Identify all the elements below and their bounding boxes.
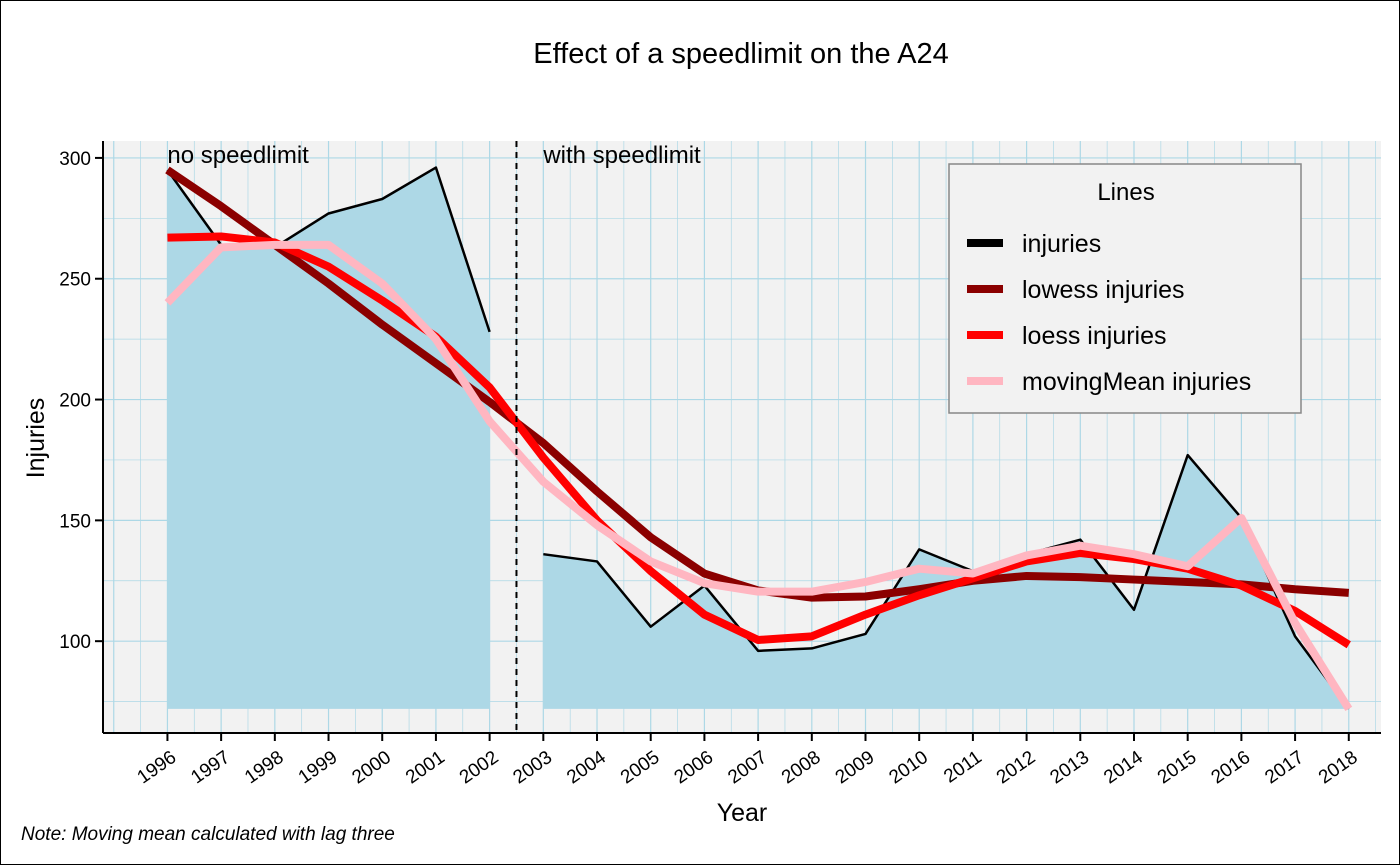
x-tick-label: 2006 <box>671 747 718 788</box>
legend-label: loess injuries <box>1022 322 1167 350</box>
x-tick-label: 2014 <box>1100 747 1147 789</box>
legend-label: injuries <box>1022 230 1101 258</box>
x-tick-label: 2016 <box>1208 747 1255 788</box>
x-axis-title: Year <box>717 799 768 827</box>
legend-items: injuries lowess injuries loess injuries mov… <box>967 230 1251 396</box>
series-movingmean-injuries <box>164 240 1353 711</box>
x-tick-label: 2001 <box>402 747 449 788</box>
axes <box>95 141 1381 741</box>
x-tick-labels: 1996 1997 1998 1999 2000 2001 2002 2003 2004 2005… <box>134 747 1362 789</box>
annotation-with-speedlimit: with speedlimit <box>542 142 701 169</box>
y-tick-label: 150 <box>59 511 91 532</box>
x-tick-label: 1998 <box>241 747 288 788</box>
y-tick-labels: 100 150 200 250 300 <box>59 149 91 653</box>
x-tick-label: 2013 <box>1046 747 1093 788</box>
annotation-no-speedlimit: no speedlimit <box>167 142 309 169</box>
x-tick-label: 2000 <box>348 747 395 788</box>
x-tick-label: 1997 <box>187 747 234 788</box>
x-tick-label: 2018 <box>1315 747 1362 788</box>
y-tick-label: 100 <box>59 632 91 653</box>
y-tick-label: 200 <box>59 391 91 412</box>
series-lines <box>164 166 1353 711</box>
legend: Lines injuries lowess injuries loess injur… <box>948 163 1302 414</box>
x-tick-label: 2007 <box>724 747 771 788</box>
caption-note: Note: Moving mean calculated with lag th… <box>21 824 395 845</box>
legend-label: lowess injuries <box>1022 276 1185 304</box>
x-tick-label: 2017 <box>1261 747 1308 788</box>
chart-title: Effect of a speedlimit on the A24 <box>533 38 948 70</box>
x-tick-label: 2012 <box>993 747 1040 788</box>
series-injuries-segment-2 <box>543 453 1350 710</box>
x-tick-label: 2009 <box>832 747 879 788</box>
y-tick-label: 250 <box>59 270 91 291</box>
legend-label: movingMean injuries <box>1022 368 1251 396</box>
x-tick-label: 2011 <box>940 747 986 788</box>
x-tick-label: 1996 <box>134 747 181 788</box>
area-before-speedlimit <box>167 167 490 709</box>
legend-box <box>948 163 1302 414</box>
y-axis-title: Injuries <box>22 398 50 479</box>
x-tick-label: 2005 <box>617 747 664 788</box>
x-tick-label: 2008 <box>778 747 825 788</box>
x-tick-label: 2004 <box>563 747 610 789</box>
legend-title: Lines <box>1097 179 1154 206</box>
y-tick-label: 300 <box>59 149 91 170</box>
x-tick-label: 2015 <box>1154 747 1201 788</box>
x-tick-label: 1999 <box>295 747 342 788</box>
x-tick-label: 2002 <box>456 747 503 788</box>
x-tick-label: 2010 <box>885 747 932 788</box>
x-tick-label: 2003 <box>510 747 557 788</box>
